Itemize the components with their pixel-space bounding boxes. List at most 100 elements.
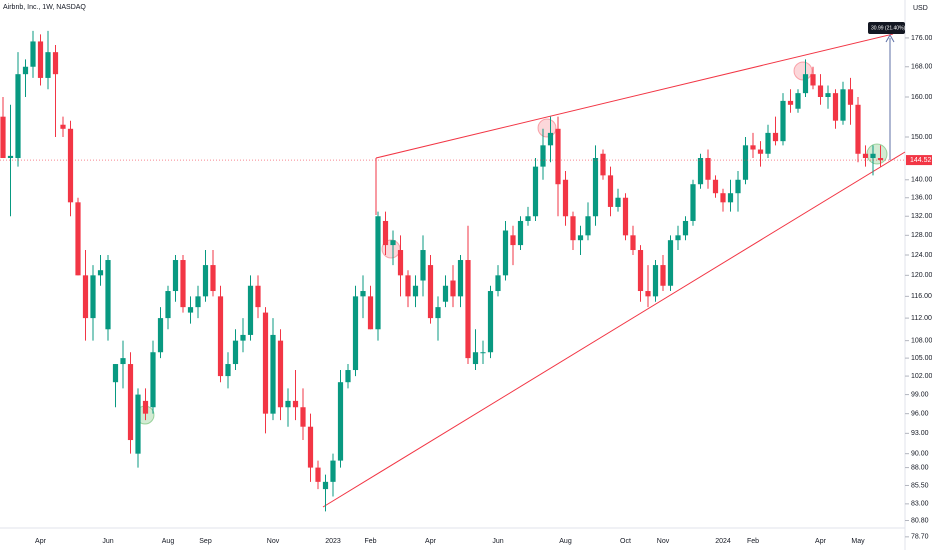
candle-body — [667, 240, 674, 286]
candle-body — [547, 132, 554, 146]
candle-body — [802, 74, 809, 94]
candle-body — [847, 89, 854, 105]
candle-body — [345, 370, 351, 383]
candle-body — [577, 235, 584, 241]
y-tick-label: 132.00 — [911, 213, 932, 220]
candle-body — [787, 100, 794, 105]
candle-body — [855, 104, 861, 154]
x-tick-label: Apr — [35, 538, 47, 545]
candle-body — [60, 124, 66, 129]
candle-body — [292, 400, 299, 408]
candle-body — [727, 193, 734, 203]
measure-label: 30.99 (21.40%) 3,0 — [871, 25, 914, 31]
candle-body — [180, 260, 186, 308]
y-tick-label: 128.00 — [911, 232, 932, 239]
candle-body — [435, 307, 441, 319]
candle-body — [427, 265, 434, 319]
candle-body — [75, 202, 81, 276]
candle-body — [352, 296, 359, 371]
candle-body — [67, 128, 74, 203]
candle-body — [367, 296, 374, 330]
candle-body — [112, 364, 119, 383]
candle-body — [742, 145, 749, 180]
candle-body — [862, 153, 869, 159]
candle-body — [195, 296, 201, 308]
y-tick-label: 102.00 — [911, 373, 932, 380]
candle-body — [780, 100, 786, 142]
lower-trendline — [322, 151, 906, 508]
candle-body — [210, 265, 216, 292]
candle-body — [217, 296, 224, 377]
candle-body — [772, 132, 779, 142]
measure-arrowhead — [885, 33, 895, 43]
x-tick-label: Apr — [425, 538, 437, 545]
candle-body — [682, 220, 689, 236]
candle-body — [465, 260, 471, 359]
candle-body — [337, 382, 344, 461]
x-tick-label: Nov — [657, 538, 670, 545]
candle-body — [15, 74, 21, 159]
y-tick-label: 108.00 — [911, 337, 932, 344]
candle-body — [442, 285, 449, 302]
candle-body — [382, 220, 389, 246]
candle-body — [810, 74, 816, 86]
y-tick-label: 90.00 — [911, 451, 929, 458]
x-tick-label: Jun — [492, 538, 503, 545]
x-tick-label: Jun — [102, 538, 113, 545]
candle-body — [877, 158, 884, 161]
candle-body — [660, 265, 666, 286]
candle-body — [570, 216, 576, 241]
candle-body — [0, 116, 6, 159]
measure-label-box — [868, 22, 905, 34]
candle-body — [487, 291, 494, 353]
candle-body — [322, 481, 329, 490]
x-tick-label: Nov — [267, 538, 280, 545]
candle-body — [615, 197, 621, 207]
y-tick-label: 176.00 — [911, 35, 932, 42]
candle-body — [757, 149, 764, 154]
candle-body — [750, 145, 756, 150]
x-tick-label: 2024 — [715, 538, 731, 545]
candle-body — [232, 340, 239, 365]
x-tick-label: Sep — [199, 538, 212, 545]
x-tick-label: Aug — [162, 538, 175, 545]
candle-body — [225, 364, 231, 377]
candle-body — [240, 334, 246, 341]
candle-body — [97, 270, 104, 276]
candle-body — [307, 426, 314, 468]
x-tick-label: Feb — [364, 538, 376, 545]
candle-body — [90, 275, 96, 319]
candle-body — [562, 179, 569, 217]
candle-body — [645, 291, 651, 297]
candle-body — [525, 216, 531, 221]
candle-body — [585, 216, 591, 236]
candle-body — [840, 89, 846, 121]
candle-body — [652, 265, 659, 297]
candle-body — [37, 41, 44, 78]
candle-body — [765, 132, 771, 154]
candle-body — [375, 216, 381, 330]
candle-body — [690, 184, 696, 221]
y-tick-label: 140.00 — [911, 177, 932, 184]
candle-body — [832, 93, 839, 121]
candle-body — [360, 291, 366, 297]
candle-body — [270, 334, 276, 414]
candle-body — [7, 155, 14, 159]
candle-body — [675, 235, 681, 241]
candle-body — [300, 407, 306, 427]
candle-body — [157, 318, 164, 353]
candle-body — [720, 193, 726, 203]
candle-body — [495, 275, 501, 292]
y-tick-label: 83.00 — [911, 501, 929, 508]
candle-body — [607, 175, 614, 207]
candle-body — [285, 400, 291, 408]
x-tick-label: Feb — [747, 538, 759, 545]
upper-trendline — [375, 33, 894, 159]
candle-body — [420, 250, 426, 281]
candle-body — [142, 400, 149, 414]
chart-title: Airbnb, Inc., 1W, NASDAQ — [3, 4, 86, 11]
candle-body — [150, 352, 156, 408]
candle-body — [555, 128, 561, 185]
